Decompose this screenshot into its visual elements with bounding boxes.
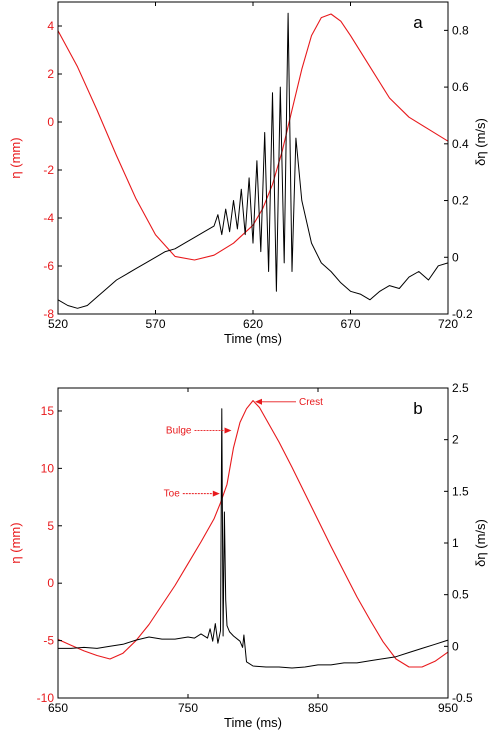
- x-tick-label: 570: [145, 317, 165, 331]
- y-left-tick-label: -4: [43, 211, 54, 225]
- panel-label: a: [413, 13, 423, 32]
- y-left-tick-label: -6: [43, 259, 54, 273]
- y-left-tick-label: 10: [41, 461, 55, 475]
- x-tick-label: 520: [48, 317, 68, 331]
- annotation-arrowhead: [255, 398, 262, 405]
- annotation-bulge: Bulge: [166, 425, 192, 436]
- annotation-arrowhead: [224, 427, 232, 434]
- panel-label: b: [413, 399, 422, 418]
- series-line-b-eta: [57, 400, 449, 668]
- x-axis-label: Time (ms): [224, 715, 282, 730]
- x-tick-label: 950: [438, 701, 458, 715]
- x-axis-label: Time (ms): [224, 331, 282, 346]
- y-left-tick-label: 5: [47, 519, 54, 533]
- annotation-crest: Crest: [299, 397, 323, 408]
- y-right-tick-label: 0: [452, 250, 459, 264]
- y-left-tick-label: -2: [43, 163, 54, 177]
- y-right-tick-label: 0.2: [452, 194, 469, 208]
- y-right-axis-label: δη (m/s): [473, 118, 488, 166]
- y-left-tick-label: 4: [47, 19, 54, 33]
- x-tick-label: 620: [243, 317, 263, 331]
- y-right-tick-label: 0.5: [452, 588, 469, 602]
- annotation-arrowhead: [212, 490, 220, 497]
- y-right-axis-label: δη (m/s): [473, 519, 488, 567]
- plot-frame-a: [57, 1, 449, 315]
- y-right-tick-label: 1.5: [452, 484, 469, 498]
- y-right-tick-label: 2: [452, 433, 459, 447]
- x-tick-label: 650: [48, 701, 68, 715]
- series-line-b-delta-eta: [58, 408, 449, 669]
- y-left-tick-label: 0: [47, 576, 54, 590]
- y-left-tick-label: -10: [37, 691, 55, 705]
- plot-frame-b: [57, 387, 449, 699]
- y-right-tick-label: -0.5: [452, 691, 473, 705]
- y-left-tick-label: 2: [47, 67, 54, 81]
- y-right-tick-label: -0.2: [452, 307, 473, 321]
- y-left-axis-label: η (mm): [8, 137, 23, 178]
- y-right-tick-label: 0.8: [452, 23, 469, 37]
- series-line-a-eta: [57, 13, 449, 261]
- y-right-tick-label: 2.5: [452, 381, 469, 395]
- y-left-tick-label: 0: [47, 115, 54, 129]
- y-left-tick-label: -8: [43, 307, 54, 321]
- y-right-tick-label: 0.6: [452, 80, 469, 94]
- y-right-tick-label: 0: [452, 639, 459, 653]
- y-right-tick-label: 1: [452, 536, 459, 550]
- y-left-axis-label: η (mm): [8, 522, 23, 563]
- x-tick-label: 850: [308, 701, 328, 715]
- y-left-tick-label: 15: [41, 404, 55, 418]
- y-right-tick-label: 0.4: [452, 137, 469, 151]
- x-tick-label: 750: [178, 701, 198, 715]
- annotation-toe: Toe: [164, 489, 181, 500]
- x-tick-label: 670: [340, 317, 360, 331]
- series-line-a-delta-eta: [57, 12, 449, 309]
- x-tick-label: 720: [438, 317, 458, 331]
- y-left-tick-label: -5: [43, 634, 54, 648]
